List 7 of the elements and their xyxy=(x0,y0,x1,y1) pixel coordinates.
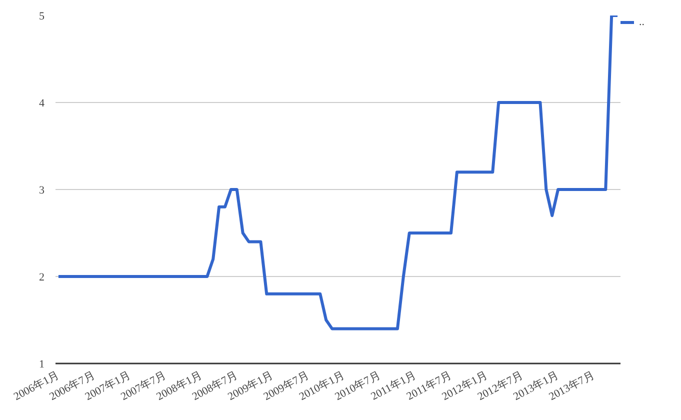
y-tick-label: 5 xyxy=(39,10,45,22)
legend-label: .. xyxy=(639,16,646,28)
y-tick-label: 3 xyxy=(39,184,45,196)
y-tick-label: 4 xyxy=(39,98,45,110)
y-tick-label: 2 xyxy=(39,272,44,284)
line-series xyxy=(56,16,620,330)
y-tick-label: 1 xyxy=(39,358,44,370)
